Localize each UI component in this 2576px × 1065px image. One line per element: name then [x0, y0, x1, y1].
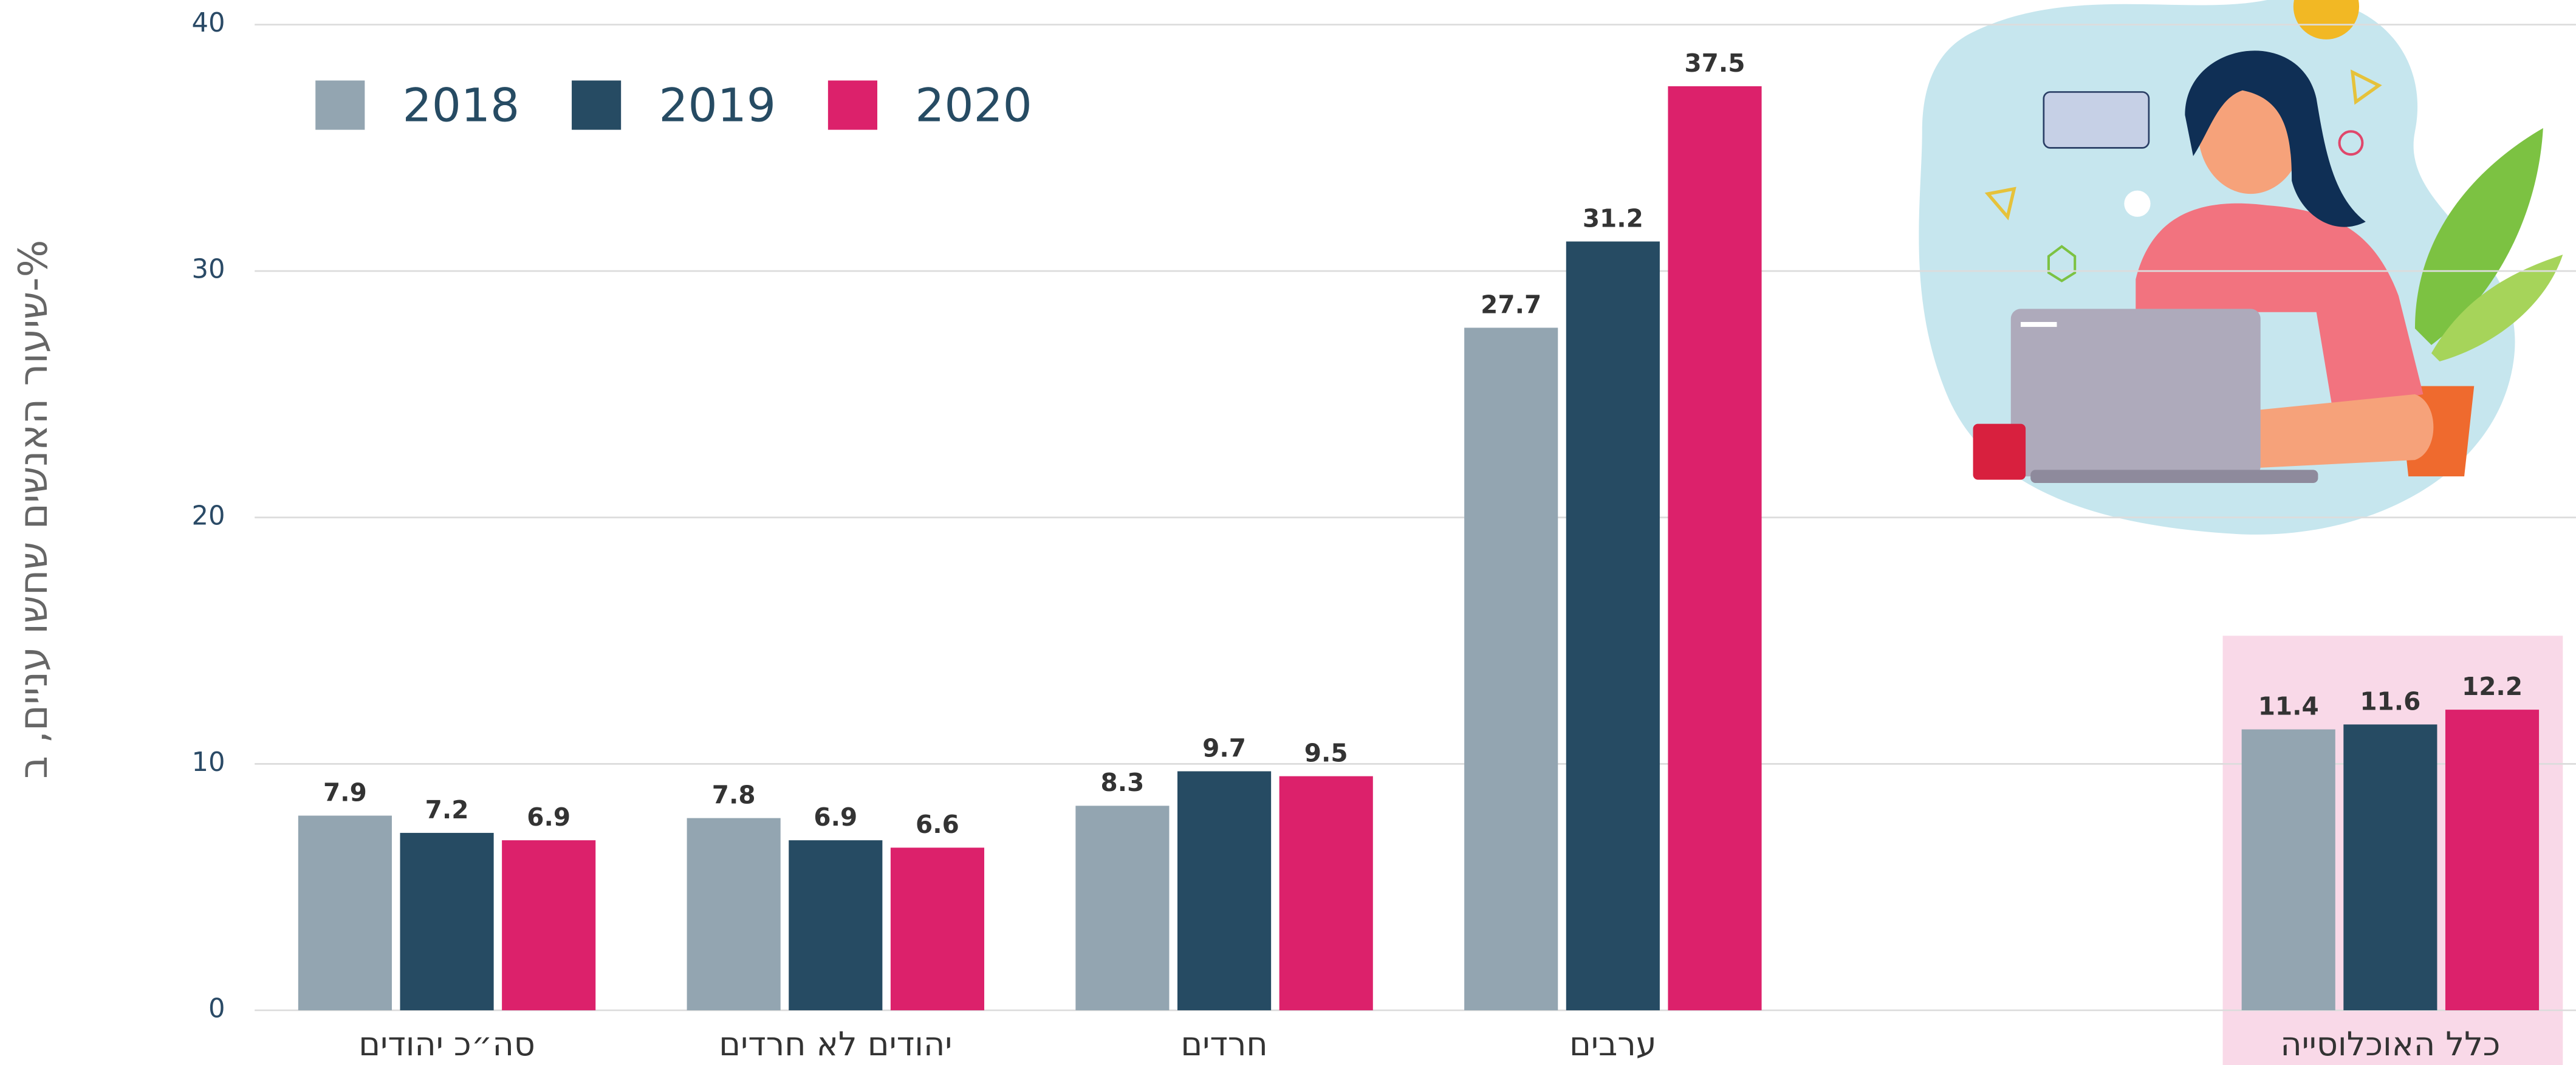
- y-tick-label: 10: [191, 747, 225, 778]
- legend-label: 2020: [915, 78, 1032, 132]
- bar: [2445, 710, 2540, 1010]
- bar: [687, 818, 781, 1010]
- y-tick-label: 30: [191, 255, 225, 285]
- bar: [2343, 724, 2437, 1010]
- value-label: 11.6: [2360, 687, 2420, 716]
- value-label: 7.9: [323, 778, 367, 807]
- y-tick-label: 0: [208, 993, 225, 1024]
- value-label: 9.5: [1304, 738, 1348, 767]
- bar: [1177, 771, 1272, 1010]
- value-label: 6.9: [527, 803, 570, 832]
- bar: [1566, 241, 1660, 1010]
- value-label: 31.2: [1583, 204, 1643, 233]
- y-tick-label: 40: [191, 8, 225, 38]
- bar: [1075, 806, 1170, 1010]
- bar: [789, 840, 883, 1010]
- bar: [890, 848, 985, 1010]
- bar: [1279, 776, 1373, 1010]
- illustration: [1919, 0, 2563, 535]
- bar: [502, 840, 596, 1010]
- value-label: 7.8: [712, 780, 756, 809]
- value-label: 12.2: [2462, 672, 2523, 701]
- legend-swatch: [315, 80, 365, 130]
- x-tick-label: כלל האוכלוסייה: [2280, 1025, 2500, 1063]
- x-tick-label: יהודים לא חרדים: [719, 1025, 952, 1063]
- value-label: 6.6: [916, 810, 959, 839]
- value-label: 7.2: [425, 795, 469, 824]
- value-label: 27.7: [1481, 290, 1541, 319]
- legend-swatch: [827, 80, 878, 130]
- value-label: 37.5: [1684, 49, 1745, 78]
- legend-swatch: [572, 80, 622, 130]
- legend-label: 2018: [403, 78, 520, 132]
- bar: [400, 832, 494, 1010]
- x-tick-label: סה״כ יהודים: [358, 1025, 535, 1063]
- value-label: 11.4: [2258, 691, 2319, 721]
- x-tick-label: ערבים: [1569, 1025, 1657, 1063]
- x-tick-label: חרדים: [1180, 1025, 1267, 1063]
- legend-label: 2019: [659, 78, 776, 132]
- bar: [298, 815, 392, 1010]
- value-label: 8.3: [1101, 768, 1145, 797]
- value-label: 9.7: [1202, 733, 1246, 762]
- value-label: 6.9: [814, 803, 857, 832]
- y-tick-label: 20: [191, 501, 225, 531]
- y-axis-label: שיעור האנשים שחשו עניים, ב-%: [11, 240, 57, 779]
- bar: [1668, 86, 1762, 1010]
- bar: [2241, 729, 2335, 1010]
- bar: [1464, 327, 1558, 1010]
